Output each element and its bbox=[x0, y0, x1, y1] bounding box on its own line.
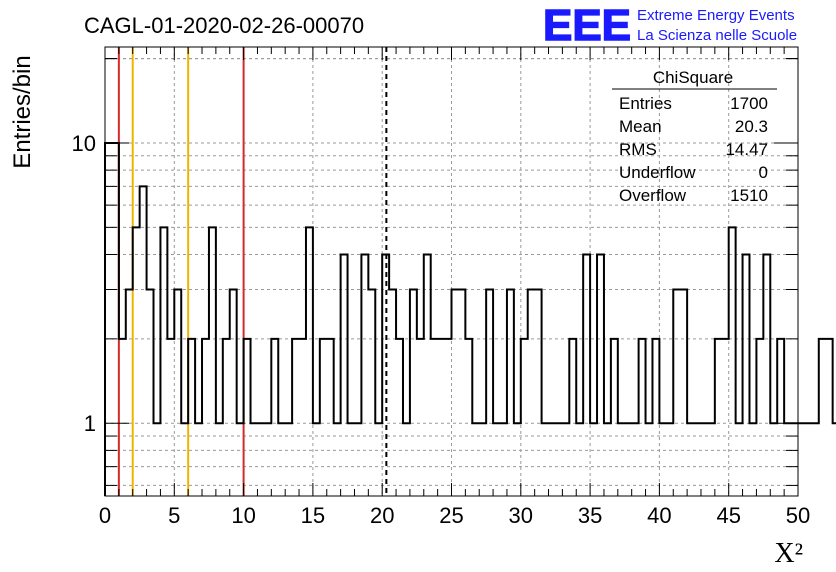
x-tick-label: 5 bbox=[168, 503, 180, 528]
x-tick-label: 35 bbox=[578, 503, 602, 528]
stats-value: 14.47 bbox=[725, 140, 768, 159]
x-axis-label: X² bbox=[774, 538, 803, 569]
x-tick-label: 50 bbox=[786, 503, 810, 528]
reference-lines bbox=[117, 47, 388, 496]
stats-label: Entries bbox=[619, 94, 672, 113]
eee-logo-line2: La Scienza nelle Scuole bbox=[637, 27, 797, 44]
y-axis-label: Entries/bin bbox=[9, 55, 36, 168]
stats-label: RMS bbox=[619, 140, 657, 159]
stats-label: Underflow bbox=[619, 163, 696, 182]
stats-value: 20.3 bbox=[735, 117, 768, 136]
y-axis: 1 10 bbox=[72, 58, 798, 486]
chart-title: CAGL-01-2020-02-26-00070 bbox=[84, 13, 364, 38]
stats-value: 1510 bbox=[730, 186, 768, 205]
stats-box: ChiSquare Entries 1700 Mean 20.3 RMS 14.47 Und… bbox=[612, 68, 777, 205]
x-axis: 0 5 10 15 20 25 30 35 40 45 50 bbox=[99, 47, 810, 528]
x-tick-label: 20 bbox=[370, 503, 394, 528]
x-tick-label: 25 bbox=[439, 503, 463, 528]
eee-logo: EEE Extreme Energy Events La Scienza nel… bbox=[542, 0, 797, 51]
y-tick-label: 10 bbox=[72, 131, 96, 156]
x-tick-label: 15 bbox=[301, 503, 325, 528]
stats-value: 0 bbox=[759, 163, 768, 182]
x-tick-label: 40 bbox=[647, 503, 671, 528]
stats-value: 1700 bbox=[730, 94, 768, 113]
eee-logo-line1: Extreme Energy Events bbox=[637, 7, 795, 24]
stats-title: ChiSquare bbox=[653, 68, 733, 87]
histogram-line bbox=[104, 141, 836, 496]
x-tick-label: 30 bbox=[509, 503, 533, 528]
eee-logo-letters: EEE bbox=[543, 1, 631, 50]
stats-label: Mean bbox=[619, 117, 662, 136]
x-tick-label: 0 bbox=[99, 503, 111, 528]
x-tick-label: 45 bbox=[716, 503, 740, 528]
stats-label: Overflow bbox=[619, 186, 687, 205]
x-tick-label: 10 bbox=[231, 503, 255, 528]
y-tick-label: 1 bbox=[84, 411, 96, 436]
